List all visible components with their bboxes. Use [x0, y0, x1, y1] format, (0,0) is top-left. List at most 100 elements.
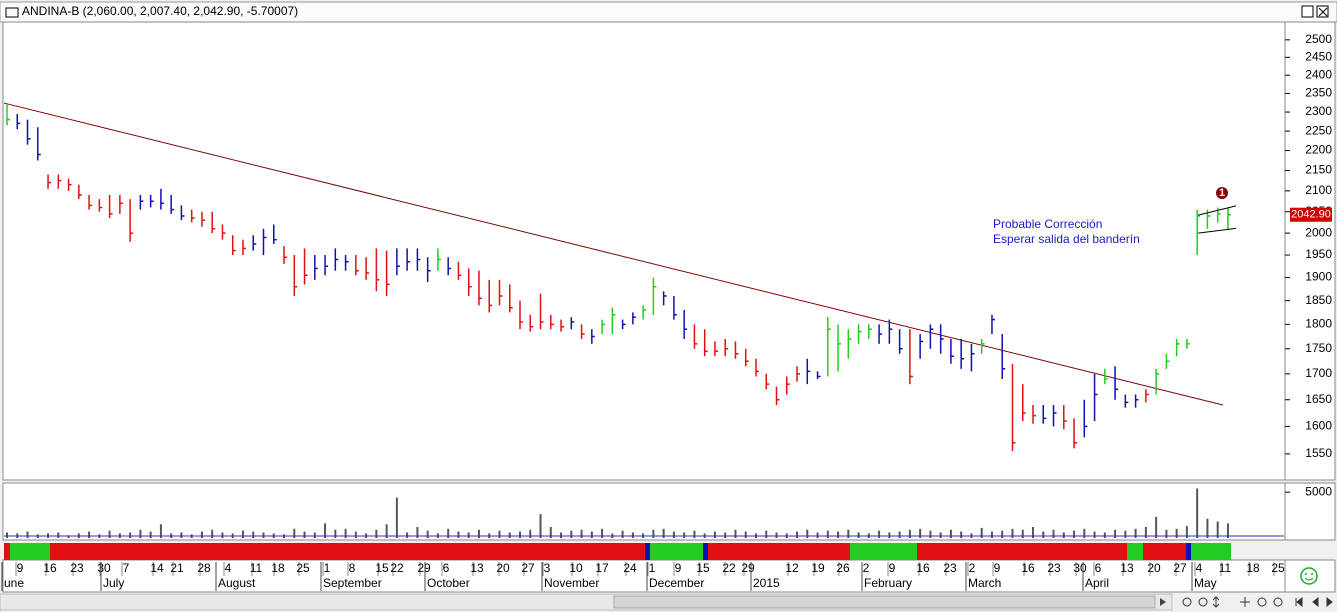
volume-bar: [570, 530, 573, 538]
scroll-right[interactable]: [1160, 598, 1166, 606]
trend-strip: [50, 543, 645, 560]
trend-strip: [1143, 543, 1186, 560]
volume-bar: [108, 530, 111, 538]
x-month-label: March: [968, 576, 1001, 590]
fit-button[interactable]: [1212, 596, 1220, 608]
flag-upper: [1198, 205, 1237, 216]
x-day-label: 25: [296, 561, 310, 575]
x-day-label: 15: [375, 561, 389, 575]
y-tick-label: 1950: [1305, 247, 1332, 261]
volume-bar: [1032, 527, 1034, 538]
volume-bar: [919, 528, 922, 538]
volume-bar: [1083, 528, 1086, 538]
move-button[interactable]: [1240, 597, 1250, 607]
volume-bar: [303, 531, 306, 538]
volume-bar: [580, 529, 583, 538]
x-month-label: February: [864, 576, 912, 590]
volume-bar: [1073, 530, 1076, 538]
volume-bar: [724, 532, 727, 538]
x-day-label: 16: [916, 561, 930, 575]
volume-bar: [960, 531, 963, 538]
first-button[interactable]: [1295, 596, 1303, 608]
volume-bar: [1001, 530, 1004, 538]
volume-bar: [457, 531, 460, 538]
volume-bar: [878, 530, 881, 538]
x-day-label: 19: [811, 561, 825, 575]
toolbar: [1182, 596, 1333, 608]
y-tick-label: 2250: [1305, 123, 1332, 137]
volume-bar: [426, 530, 429, 538]
restore-button[interactable]: [1301, 5, 1314, 18]
volume-bar: [929, 530, 932, 538]
trend-strip: [1191, 543, 1231, 560]
refresh-button[interactable]: [1182, 597, 1192, 607]
trend-strip: [4, 543, 10, 560]
trend-strip: [650, 543, 703, 560]
zoom-in-button[interactable]: [1257, 597, 1267, 607]
x-day-label: 9: [675, 561, 682, 575]
volume-bar: [652, 529, 655, 538]
scrollbar-thumb[interactable]: [613, 595, 1156, 609]
volume-bar: [1021, 529, 1024, 538]
x-day-label: 7: [123, 561, 130, 575]
volume-bar: [313, 532, 316, 538]
last-price-label: 2042.90: [1291, 209, 1331, 221]
x-day-label: 23: [1047, 561, 1061, 575]
y-tick-label: 1900: [1305, 270, 1332, 284]
signal-marker-label: 1: [1219, 187, 1225, 199]
last-price-box: [1290, 207, 1332, 222]
trendline: [3, 102, 1224, 406]
volume-bar: [241, 530, 244, 538]
x-day-label: 26: [836, 561, 850, 575]
y-tick-label: 2300: [1305, 104, 1332, 118]
volume-bar: [88, 531, 91, 538]
volume-bar: [672, 531, 675, 538]
x-day-label: 22: [722, 561, 736, 575]
y-tick-label: 1650: [1305, 392, 1332, 406]
price-pane: [2, 21, 1286, 481]
price-axis: [1284, 21, 1336, 481]
volume-bar: [806, 529, 809, 538]
volume-bar: [1103, 532, 1106, 538]
x-day-label: 2: [863, 561, 870, 575]
back-button[interactable]: [1312, 596, 1319, 608]
zoom-out-button[interactable]: [1273, 597, 1283, 607]
x-day-label: 17: [595, 561, 609, 575]
close-button[interactable]: [1318, 7, 1328, 17]
trend-strip: [10, 543, 50, 560]
volume-bar: [467, 532, 470, 538]
trend-strip: [917, 543, 1127, 560]
volume-bar: [1206, 518, 1209, 538]
corner-box: [1284, 559, 1336, 593]
volume-pane: [2, 482, 1286, 541]
volume-bar: [621, 530, 624, 538]
reload-button[interactable]: [1198, 597, 1208, 607]
volume-bar: [590, 531, 593, 538]
volume-bar: [139, 529, 142, 538]
y-tick-label: 2450: [1305, 50, 1332, 64]
x-month-label: August: [218, 576, 256, 590]
trend-strip: [1186, 543, 1191, 560]
y-tick-label: 1550: [1305, 446, 1332, 460]
x-day-label: 4: [225, 561, 232, 575]
volume-bar: [939, 532, 942, 538]
window-icon: [5, 7, 19, 18]
smiley-button[interactable]: [1300, 567, 1318, 585]
volume-bar: [406, 532, 409, 538]
volume-bar: [498, 530, 501, 538]
x-day-label: 13: [470, 561, 484, 575]
x-day-label: 16: [43, 561, 57, 575]
volume-bar: [816, 532, 819, 538]
x-month-label: 2015: [753, 576, 780, 590]
volume-bar: [631, 532, 634, 538]
volume-bar: [416, 527, 419, 538]
x-day-label: 3: [544, 561, 551, 575]
volume-bar: [354, 531, 357, 538]
volume-bar: [344, 528, 347, 538]
forward-button[interactable]: [1326, 596, 1333, 608]
x-day-label: 11: [1219, 561, 1232, 575]
volume-bar: [908, 529, 911, 538]
signal-marker: [1216, 187, 1228, 199]
volume-bar: [1042, 531, 1045, 538]
